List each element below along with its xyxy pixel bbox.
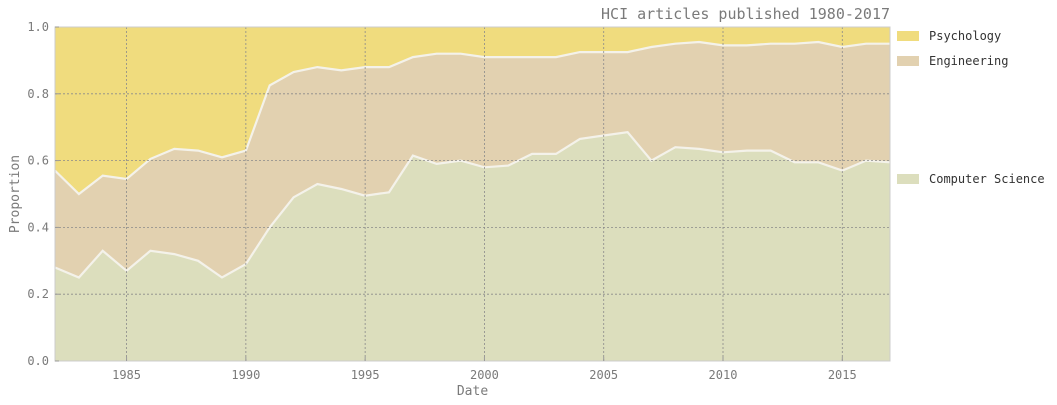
y-axis-ticks: 0.0 0.2 0.4 0.6 0.8 1.0: [27, 20, 59, 368]
x-tick-label: 1990: [231, 368, 260, 382]
y-axis-label: Proportion: [8, 155, 23, 233]
y-tick-label: 0.2: [27, 287, 49, 301]
x-tick-label: 1995: [351, 368, 380, 382]
y-tick-label: 0.4: [27, 220, 49, 234]
x-axis-label: Date: [457, 384, 488, 399]
legend-label-engineering: Engineering: [929, 54, 1008, 68]
y-tick-label: 0.8: [27, 87, 49, 101]
y-tick-label: 1.0: [27, 20, 49, 34]
legend-swatch-engineering: [897, 56, 919, 66]
legend-swatch-computer-science: [897, 174, 919, 184]
x-tick-label: 2000: [470, 368, 499, 382]
series-boundary-line: [54, 40, 890, 196]
area-computer-science: [55, 132, 890, 361]
stacked-areas: [54, 27, 891, 361]
plot-frame: [54, 26, 891, 362]
legend-label-computer-science: Computer Science: [929, 172, 1045, 186]
x-tick-label: 2010: [709, 368, 738, 382]
legend: Psychology Engineering Computer Science: [897, 29, 1045, 186]
y-tick-label: 0.0: [27, 354, 49, 368]
x-tick-label: 2005: [589, 368, 618, 382]
area-engineering: [55, 42, 890, 278]
series-boundary-line: [54, 131, 891, 279]
x-tick-label: 1985: [112, 368, 141, 382]
legend-label-psychology: Psychology: [929, 29, 1001, 43]
x-axis-ticks: 1985 1990 1995 2000 2005 2010 2015: [112, 357, 857, 382]
area-psychology: [55, 27, 890, 194]
y-tick-label: 0.6: [27, 154, 49, 168]
legend-swatch-psychology: [897, 31, 919, 41]
chart-title: HCI articles published 1980-2017: [601, 5, 890, 23]
x-tick-label: 2015: [828, 368, 857, 382]
